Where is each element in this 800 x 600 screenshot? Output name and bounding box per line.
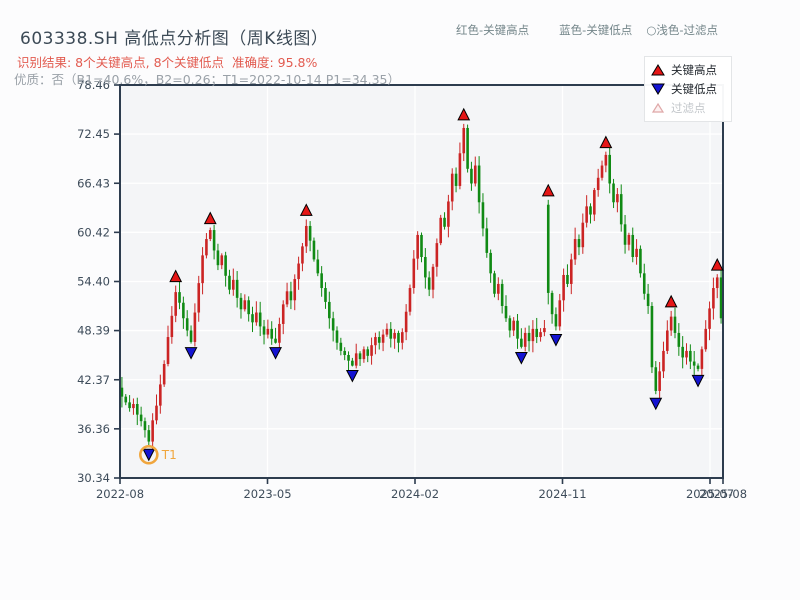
key-low-marker xyxy=(142,448,156,462)
key-high-marker xyxy=(710,258,724,271)
svg-text:30.34: 30.34 xyxy=(77,471,110,485)
svg-text:36.36: 36.36 xyxy=(77,422,110,436)
svg-text:2024-02: 2024-02 xyxy=(391,487,439,501)
key-low-triangle-icon xyxy=(651,83,665,95)
svg-text:2024-11: 2024-11 xyxy=(538,487,586,501)
page-title: 603338.SH 高低点分析图（周K线图） xyxy=(20,29,329,49)
key-low-marker xyxy=(691,374,705,388)
t1-ring-icon xyxy=(139,444,159,465)
legend-item-key-low: 关键低点 xyxy=(651,79,725,98)
svg-text:2025-08: 2025-08 xyxy=(699,487,747,501)
key-high-marker xyxy=(457,107,471,121)
color-key-high-label: 红色-关键高点 xyxy=(456,23,530,37)
svg-text:54.40: 54.40 xyxy=(77,275,110,289)
legend-item-filtered: 过滤点 xyxy=(651,98,725,117)
key-low-marker xyxy=(345,369,359,383)
t1-annotation-label: T1 xyxy=(161,448,177,462)
svg-text:72.45: 72.45 xyxy=(77,127,110,141)
svg-text:78.46: 78.46 xyxy=(77,78,110,92)
key-high-marker xyxy=(541,183,555,197)
svg-text:60.42: 60.42 xyxy=(77,225,110,239)
legend-item-key-high: 关键高点 xyxy=(651,60,725,79)
svg-text:48.39: 48.39 xyxy=(77,324,110,338)
key-low-marker xyxy=(549,334,563,347)
svg-text:2022-08: 2022-08 xyxy=(96,487,144,501)
recognition-result: 识别结果: 8个关键高点, 8个关键低点 准确度: 95.8% xyxy=(17,55,318,70)
color-key-filtered-label: ○浅色-过滤点 xyxy=(646,23,718,37)
filtered-triangle-icon xyxy=(651,102,665,113)
key-high-marker xyxy=(599,135,613,149)
svg-text:2023-05: 2023-05 xyxy=(243,487,291,501)
key-high-triangle-icon xyxy=(651,63,665,75)
quality-summary: 优质：否（B1=40.6%，B2=0.26；T1=2022-10-14 P1=3… xyxy=(14,72,400,87)
color-key-low-label: 蓝色-关键低点 xyxy=(559,23,633,37)
color-key-legend: 红色-关键高点 蓝色-关键低点 ○浅色-过滤点 xyxy=(456,22,718,38)
svg-text:66.43: 66.43 xyxy=(77,176,110,190)
svg-text:42.37: 42.37 xyxy=(77,373,110,387)
legend-item-label: 过滤点 xyxy=(671,100,706,115)
svg-text:2025-07: 2025-07 xyxy=(686,487,734,501)
key-low-marker xyxy=(514,351,528,365)
legend-item-label: 关键高点 xyxy=(671,62,717,77)
key-high-marker xyxy=(169,269,183,283)
chart-legend: 关键高点 关键低点 过滤点 xyxy=(644,56,732,122)
key-low-marker xyxy=(184,347,198,360)
key-high-marker xyxy=(203,211,217,225)
legend-item-label: 关键低点 xyxy=(671,81,717,96)
key-high-marker xyxy=(664,294,678,308)
key-low-marker xyxy=(649,397,663,411)
key-low-marker xyxy=(269,347,282,360)
key-high-marker xyxy=(299,203,313,216)
